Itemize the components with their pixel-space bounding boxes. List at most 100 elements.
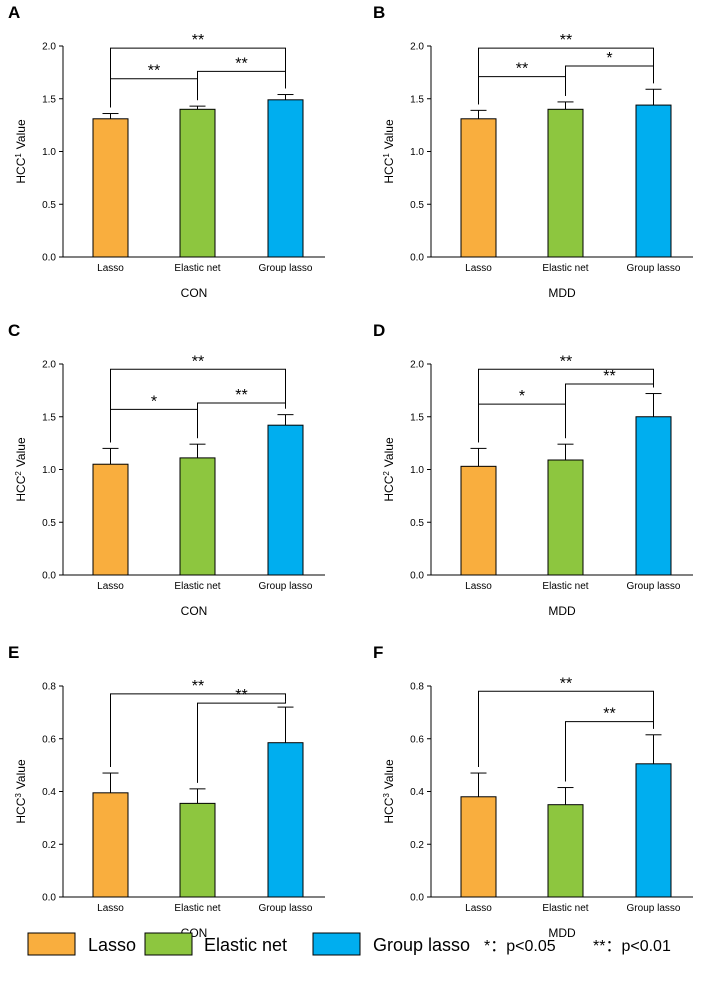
- y-axis-label-d: HCC2Value: [382, 437, 397, 502]
- y-tick-label-a-2: 1.0: [42, 147, 56, 158]
- y-tick-label-b-3: 1.5: [410, 94, 424, 105]
- y-tick-label-f-2: 0.4: [410, 787, 424, 798]
- bar-a-lasso: [92, 118, 129, 258]
- y-axis-label-e: HCC3Value: [14, 759, 29, 824]
- bar-c-lasso: [92, 463, 129, 576]
- panel-letter-b: B: [373, 3, 385, 22]
- y-tick-label-c-3: 1.5: [42, 412, 56, 423]
- legend-label-lasso: Lasso: [88, 935, 136, 955]
- sig-label-a-0: **: [192, 32, 204, 49]
- bar-f-lasso: [460, 796, 497, 898]
- bar-e-group-lasso: [267, 742, 304, 898]
- bar-c-elastic-net: [179, 457, 216, 576]
- sig-bracket-d-1: [478, 403, 566, 443]
- panel-letter-c: C: [8, 321, 20, 340]
- y-tick-label-e-0: 0.0: [42, 893, 56, 904]
- y-tick-label-c-0: 0.0: [42, 571, 56, 582]
- sig-label-c-0: **: [192, 353, 204, 370]
- category-label-f-elastic-net: Elastic net: [542, 903, 588, 914]
- panel-a: A 0.0 0.5 1.0 1.5 2.0 HCC1Value Lasso Elastic ne…: [8, 3, 325, 300]
- sig-bracket-e-0: [110, 693, 286, 768]
- sig-label-b-2: *: [606, 50, 612, 67]
- y-tick-label-b-2: 1.0: [410, 147, 424, 158]
- category-label-f-lasso: Lasso: [465, 903, 492, 914]
- bar-f-group-lasso: [635, 763, 672, 898]
- category-label-a-group-lasso: Group lasso: [259, 263, 313, 274]
- x-axis-label-f: MDD: [548, 926, 576, 940]
- bar-b-elastic-net: [547, 108, 584, 258]
- sig-label-b-1: **: [516, 61, 528, 78]
- sig-label-f-1: **: [603, 706, 615, 723]
- bar-d-lasso: [460, 465, 497, 576]
- sig-bracket-f-0: [478, 690, 654, 768]
- category-label-a-lasso: Lasso: [97, 263, 124, 274]
- x-axis-label-d: MDD: [548, 604, 576, 618]
- panel-d: D 0.0 0.5 1.0 1.5 2.0 HCC2Value Lasso Elastic ne…: [373, 321, 693, 618]
- bar-d-group-lasso: [635, 416, 672, 576]
- y-tick-label-c-1: 0.5: [42, 518, 56, 529]
- sig-bracket-b-1: [478, 76, 566, 105]
- y-tick-label-d-4: 2.0: [410, 360, 424, 371]
- sig-label-d-2: **: [603, 368, 615, 385]
- y-tick-label-b-4: 2.0: [410, 42, 424, 53]
- category-label-d-group-lasso: Group lasso: [627, 581, 681, 592]
- bar-e-lasso: [92, 792, 129, 898]
- y-tick-label-d-2: 1.0: [410, 465, 424, 476]
- sig-label-c-1: *: [151, 393, 157, 410]
- legend-swatch-elastic-net: [144, 932, 193, 956]
- y-tick-label-d-1: 0.5: [410, 518, 424, 529]
- category-label-b-lasso: Lasso: [465, 263, 492, 274]
- category-label-b-elastic-net: Elastic net: [542, 263, 588, 274]
- category-label-c-elastic-net: Elastic net: [174, 581, 220, 592]
- y-axis-label-a: HCC1Value: [14, 119, 29, 184]
- x-axis-label-b: MDD: [548, 286, 576, 300]
- y-tick-label-b-1: 0.5: [410, 200, 424, 211]
- category-label-f-group-lasso: Group lasso: [627, 903, 681, 914]
- y-tick-label-a-1: 0.5: [42, 200, 56, 211]
- y-axis-label-c: HCC2Value: [14, 437, 29, 502]
- y-tick-label-e-3: 0.6: [42, 734, 56, 745]
- sig-label-a-1: **: [148, 63, 160, 80]
- bar-f-elastic-net: [547, 804, 584, 898]
- category-label-d-elastic-net: Elastic net: [542, 581, 588, 592]
- sig-label-e-0: **: [192, 678, 204, 695]
- y-tick-label-d-3: 1.5: [410, 412, 424, 423]
- legend-sig-p05: *：p<0.05: [484, 938, 556, 955]
- y-tick-label-b-0: 0.0: [410, 253, 424, 264]
- y-tick-label-d-0: 0.0: [410, 571, 424, 582]
- panel-letter-a: A: [8, 3, 20, 22]
- y-tick-label-c-2: 1.0: [42, 465, 56, 476]
- sig-label-a-2: **: [235, 55, 247, 72]
- sig-label-f-0: **: [560, 675, 572, 692]
- sig-label-b-0: **: [560, 32, 572, 49]
- sig-label-e-1: **: [235, 687, 247, 704]
- panel-b: B 0.0 0.5 1.0 1.5 2.0 HCC1Value Lasso Elastic ne…: [373, 3, 693, 300]
- sig-label-d-0: **: [560, 353, 572, 370]
- bar-e-elastic-net: [179, 802, 216, 898]
- sig-bracket-b-2: [565, 65, 654, 96]
- y-tick-label-a-0: 0.0: [42, 253, 56, 264]
- panel-f: F 0.0 0.2 0.4 0.6 0.8 HCC3Value Lasso Elastic ne…: [373, 643, 693, 940]
- y-axis-label-b: HCC1Value: [382, 119, 397, 184]
- y-axis-label-f: HCC3Value: [382, 759, 397, 824]
- y-tick-label-f-1: 0.2: [410, 840, 424, 851]
- legend-swatch-group-lasso: [312, 932, 361, 956]
- panel-c: C 0.0 0.5 1.0 1.5 2.0 HCC2Value Lasso Elastic ne…: [8, 321, 325, 618]
- panel-e: E 0.0 0.2 0.4 0.6 0.8 HCC3Value Lasso Elastic ne…: [8, 643, 325, 940]
- category-label-c-lasso: Lasso: [97, 581, 124, 592]
- sig-bracket-c-2: [197, 402, 286, 439]
- sig-bracket-a-0: [110, 47, 286, 108]
- panel-letter-d: D: [373, 321, 385, 340]
- legend-sig-p01: **：p<0.01: [593, 938, 671, 955]
- legend-label-group-lasso: Group lasso: [373, 935, 470, 955]
- legend: Lasso Elastic net Group lasso *：p<0.05 *…: [27, 932, 671, 956]
- bar-b-lasso: [460, 118, 497, 258]
- sig-bracket-f-1: [565, 721, 654, 782]
- sig-label-c-2: **: [235, 387, 247, 404]
- sig-bracket-c-0: [110, 368, 286, 443]
- sig-bracket-a-2: [197, 70, 286, 101]
- category-label-e-group-lasso: Group lasso: [259, 903, 313, 914]
- category-label-c-group-lasso: Group lasso: [259, 581, 313, 592]
- sig-bracket-c-1: [110, 408, 198, 443]
